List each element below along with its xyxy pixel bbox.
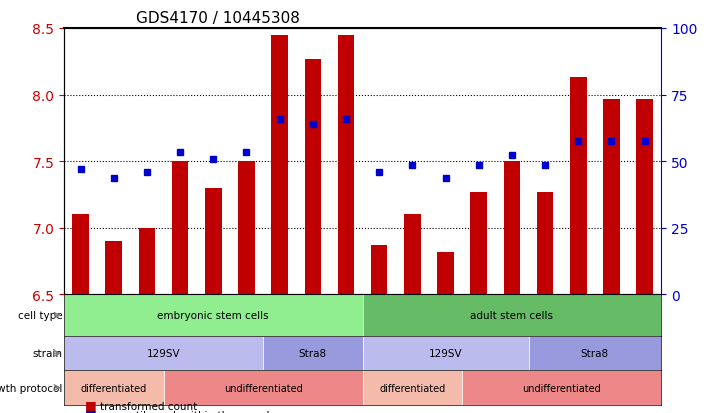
Bar [238, 162, 255, 294]
Bar [304, 59, 321, 294]
Text: differentiated: differentiated [379, 383, 446, 393]
Bar [363, 370, 462, 405]
Bar [263, 337, 363, 370]
Text: adult stem cells: adult stem cells [471, 311, 553, 320]
Bar [64, 294, 363, 337]
Bar [371, 245, 387, 294]
Bar [363, 337, 528, 370]
Bar [172, 162, 188, 294]
Bar [338, 36, 354, 294]
Bar [64, 370, 164, 405]
Text: percentile rank within the sample: percentile rank within the sample [100, 411, 275, 413]
Text: Stra8: Stra8 [299, 349, 327, 358]
Text: ■: ■ [85, 398, 97, 411]
Bar [528, 337, 661, 370]
Bar [603, 100, 620, 294]
Bar [272, 36, 288, 294]
Bar [205, 188, 222, 294]
Bar [105, 242, 122, 294]
Text: 129SV: 129SV [429, 349, 462, 358]
Text: Stra8: Stra8 [581, 349, 609, 358]
Bar [73, 215, 89, 294]
Bar [64, 337, 263, 370]
Text: 129SV: 129SV [146, 349, 181, 358]
Bar [363, 294, 661, 337]
Text: GDS4170 / 10445308: GDS4170 / 10445308 [136, 12, 299, 26]
Bar [462, 370, 661, 405]
Bar [636, 100, 653, 294]
Bar [437, 252, 454, 294]
Text: strain: strain [32, 349, 63, 358]
Text: growth protocol: growth protocol [0, 383, 63, 393]
Bar [471, 192, 487, 294]
Bar [404, 215, 421, 294]
Text: embryonic stem cells: embryonic stem cells [158, 311, 269, 320]
Bar [164, 370, 363, 405]
Bar [503, 162, 520, 294]
Text: transformed count: transformed count [100, 401, 197, 411]
Text: undifferentiated: undifferentiated [224, 383, 302, 393]
Text: ■: ■ [85, 408, 97, 413]
Bar [139, 228, 155, 294]
Text: cell type: cell type [18, 311, 63, 320]
Text: undifferentiated: undifferentiated [523, 383, 601, 393]
Bar [537, 192, 553, 294]
Bar [570, 78, 587, 294]
Text: differentiated: differentiated [80, 383, 147, 393]
